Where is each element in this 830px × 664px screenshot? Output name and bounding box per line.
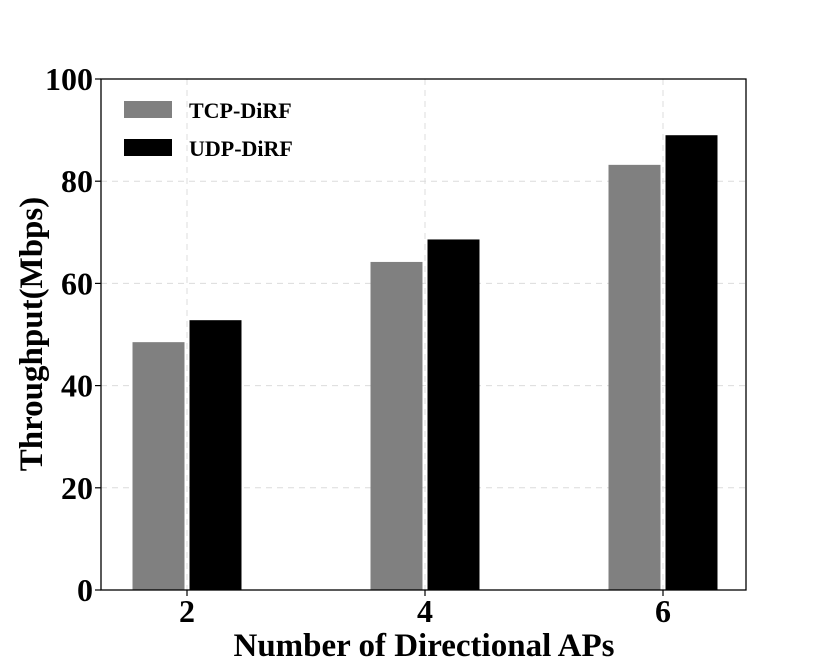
legend-swatch-udp-dirf xyxy=(124,139,172,156)
y-axis-title: Throughput(Mbps) xyxy=(14,197,50,472)
grid-layer xyxy=(101,79,746,590)
legend-swatch-tcp-dirf xyxy=(124,101,172,118)
x-axis-title: Number of Directional APs xyxy=(234,628,615,664)
legend-label-tcp-dirf: TCP-DiRF xyxy=(189,98,292,123)
y-tick-label: 100 xyxy=(45,61,93,97)
bar-udp-dirf-6 xyxy=(665,135,718,590)
bar-udp-dirf-2 xyxy=(189,320,242,590)
x-tick-label: 6 xyxy=(655,593,671,629)
y-tick-label: 20 xyxy=(61,470,93,506)
legend: TCP-DiRF UDP-DiRF xyxy=(124,98,293,161)
bar-udp-dirf-4 xyxy=(427,239,480,591)
legend-label-udp-dirf: UDP-DiRF xyxy=(189,136,293,161)
ticks-layer: 0 20 40 60 80 100 2 4 6 xyxy=(45,61,671,629)
x-tick-label: 4 xyxy=(417,593,433,629)
bars-layer xyxy=(132,135,718,591)
y-tick-label: 40 xyxy=(61,368,93,404)
y-tick-label: 0 xyxy=(77,572,93,608)
bar-tcp-dirf-4 xyxy=(370,261,423,590)
y-tick-label: 80 xyxy=(61,163,93,199)
bar-tcp-dirf-2 xyxy=(132,342,185,590)
plot-frame xyxy=(100,78,747,591)
y-tick-label: 60 xyxy=(61,265,93,301)
bar-tcp-dirf-6 xyxy=(608,164,661,590)
x-tick-label: 2 xyxy=(179,593,195,629)
